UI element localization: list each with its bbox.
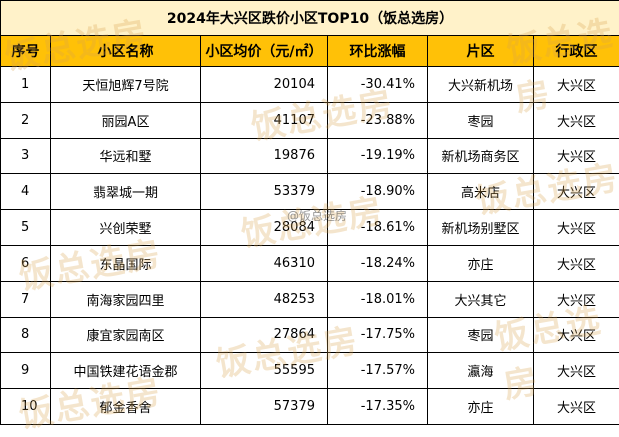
table-title: 2024年大兴区跌价小区TOP10（饭总选房） [1,1,619,36]
name-cell: 东晶国际 [51,245,201,281]
table-row: 1 天恒旭辉7号院 20104 -30.41% 大兴新机场 大兴区 [1,67,619,103]
change-cell: -18.61% [328,210,428,246]
table-row: 6 东晶国际 46310 -18.24% 亦庄 大兴区 [1,245,619,281]
name-cell: 郁金香舍 [51,389,201,425]
price-cell: 48253 [201,281,328,317]
rank-cell: 5 [1,210,51,246]
col-header-area: 片区 [428,36,534,67]
area-cell: 新机场别墅区 [428,210,534,246]
area-cell: 枣园 [428,102,534,138]
rank-cell: 10 [1,389,51,425]
change-cell: -18.01% [328,281,428,317]
district-cell: 大兴区 [534,353,619,389]
area-cell: 亦庄 [428,245,534,281]
ranking-table: 2024年大兴区跌价小区TOP10（饭总选房） 序号 小区名称 小区均价（元/㎡… [0,0,619,425]
change-cell: -18.90% [328,174,428,210]
table-row: 4 翡翠城一期 53379 -18.90% 高米店 大兴区 [1,174,619,210]
change-cell: -23.88% [328,102,428,138]
name-cell: 天恒旭辉7号院 [51,67,201,103]
district-cell: 大兴区 [534,245,619,281]
rank-cell: 8 [1,317,51,353]
district-cell: 大兴区 [534,67,619,103]
table-row: 3 华远和墅 19876 -19.19% 新机场商务区 大兴区 [1,138,619,174]
price-cell: 55595 [201,353,328,389]
price-cell: 53379 [201,174,328,210]
area-cell: 新机场商务区 [428,138,534,174]
change-cell: -17.75% [328,317,428,353]
area-cell: 瀛海 [428,353,534,389]
district-cell: 大兴区 [534,174,619,210]
name-cell: 华远和墅 [51,138,201,174]
change-cell: -17.57% [328,353,428,389]
price-cell: 19876 [201,138,328,174]
change-cell: -30.41% [328,67,428,103]
district-cell: 大兴区 [534,102,619,138]
name-cell: 丽园A区 [51,102,201,138]
change-cell: -19.19% [328,138,428,174]
name-cell: 翡翠城一期 [51,174,201,210]
table-row: 7 南海家园四里 48253 -18.01% 大兴其它 大兴区 [1,281,619,317]
price-cell: 28084 [201,210,328,246]
area-cell: 大兴其它 [428,281,534,317]
table-row: 5 兴创荣墅 28084 -18.61% 新机场别墅区 大兴区 [1,210,619,246]
rank-cell: 7 [1,281,51,317]
area-cell: 亦庄 [428,389,534,425]
price-cell: 41107 [201,102,328,138]
price-cell: 27864 [201,317,328,353]
rank-cell: 2 [1,102,51,138]
name-cell: 康宜家园南区 [51,317,201,353]
rank-cell: 6 [1,245,51,281]
name-cell: 南海家园四里 [51,281,201,317]
header-row: 序号 小区名称 小区均价（元/㎡） 环比涨幅 片区 行政区 [1,36,619,67]
name-cell: 兴创荣墅 [51,210,201,246]
area-cell: 枣园 [428,317,534,353]
table-row: 8 康宜家园南区 27864 -17.75% 枣园 大兴区 [1,317,619,353]
table-row: 9 中国铁建花语金郡 55595 -17.57% 瀛海 大兴区 [1,353,619,389]
col-header-name: 小区名称 [51,36,201,67]
area-cell: 大兴新机场 [428,67,534,103]
area-cell: 高米店 [428,174,534,210]
district-cell: 大兴区 [534,210,619,246]
name-cell: 中国铁建花语金郡 [51,353,201,389]
rank-cell: 9 [1,353,51,389]
rank-cell: 1 [1,67,51,103]
district-cell: 大兴区 [534,317,619,353]
col-header-district: 行政区 [534,36,619,67]
district-cell: 大兴区 [534,138,619,174]
price-cell: 46310 [201,245,328,281]
col-header-rank: 序号 [1,36,51,67]
table-row: 2 丽园A区 41107 -23.88% 枣园 大兴区 [1,102,619,138]
rank-cell: 4 [1,174,51,210]
rank-cell: 3 [1,138,51,174]
district-cell: 大兴区 [534,281,619,317]
change-cell: -17.35% [328,389,428,425]
col-header-price: 小区均价（元/㎡） [201,36,328,67]
col-header-change: 环比涨幅 [328,36,428,67]
table-row: 10 郁金香舍 57379 -17.35% 亦庄 大兴区 [1,389,619,425]
change-cell: -18.24% [328,245,428,281]
price-cell: 20104 [201,67,328,103]
price-cell: 57379 [201,389,328,425]
district-cell: 大兴区 [534,389,619,425]
